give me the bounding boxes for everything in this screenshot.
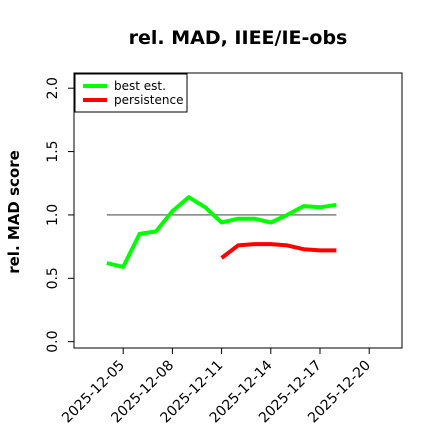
legend-box — [74, 73, 188, 113]
y-axis-label: rel. MAD score — [5, 150, 23, 274]
plot-frame — [73, 72, 403, 349]
y-tick-label: 1.0 — [45, 204, 61, 226]
plot-area: 0.00.51.01.52.02025-12-052025-12-082025-… — [45, 72, 403, 426]
legend: best est.persistence — [74, 73, 188, 113]
legend-label-best-est: best est. — [114, 79, 166, 93]
y-tick-label: 0.5 — [45, 267, 61, 289]
y-tick-label: 2.0 — [45, 77, 61, 99]
series-line-best-est — [106, 195, 337, 269]
series-line-persistence — [220, 242, 337, 260]
y-tick-label: 1.5 — [45, 140, 61, 162]
chart-title: rel. MAD, IIEE/IE-obs — [129, 27, 348, 49]
y-tick-label: 0.0 — [45, 331, 61, 353]
legend-label-persistence: persistence — [114, 93, 183, 107]
